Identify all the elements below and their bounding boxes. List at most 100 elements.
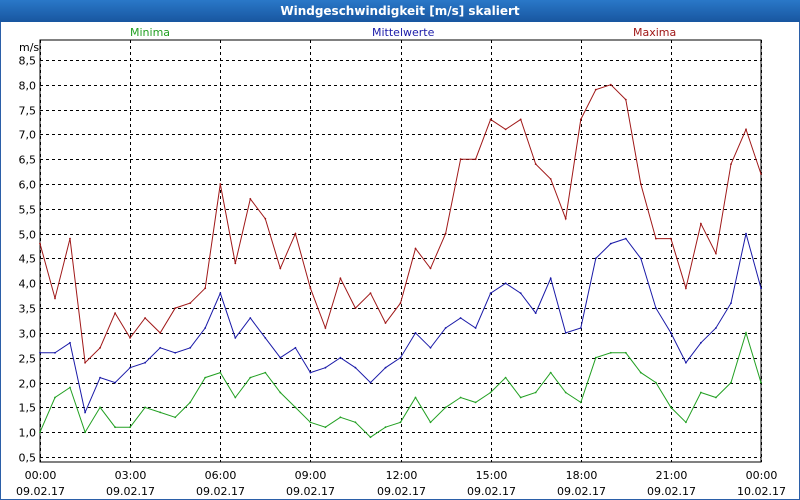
data-point-minima bbox=[114, 426, 116, 429]
y-tick-label: 2,0 bbox=[19, 378, 37, 391]
data-point-mittelwerte bbox=[399, 356, 402, 359]
data-point-minima bbox=[655, 381, 657, 384]
data-point-minima bbox=[264, 371, 267, 374]
data-point-maxima bbox=[189, 302, 192, 304]
data-point-maxima bbox=[54, 297, 56, 300]
x-tick-date: 09.02.17 bbox=[196, 485, 245, 498]
data-point-minima bbox=[549, 371, 552, 374]
y-tick-label: 3,5 bbox=[19, 303, 37, 316]
data-point-maxima bbox=[474, 158, 477, 161]
y-tick-label: 8,5 bbox=[19, 55, 37, 68]
x-tick-time: 21:00 bbox=[656, 469, 688, 482]
data-point-maxima bbox=[294, 232, 297, 235]
data-point-minima bbox=[54, 396, 56, 399]
data-point-minima bbox=[174, 416, 177, 419]
data-point-maxima bbox=[534, 163, 537, 166]
data-point-mittelwerte bbox=[639, 257, 642, 260]
data-point-maxima bbox=[129, 337, 132, 339]
data-point-maxima bbox=[144, 317, 147, 319]
data-point-maxima bbox=[444, 232, 447, 235]
data-point-mittelwerte bbox=[114, 381, 116, 384]
data-point-mittelwerte bbox=[174, 351, 177, 354]
data-point-minima bbox=[399, 421, 402, 424]
x-tick-time: 12:00 bbox=[386, 469, 418, 482]
data-point-minima bbox=[519, 396, 522, 399]
data-point-mittelwerte bbox=[249, 317, 252, 319]
data-point-mittelwerte bbox=[234, 337, 237, 339]
data-point-maxima bbox=[715, 252, 717, 255]
data-point-mittelwerte bbox=[489, 292, 492, 295]
data-point-mittelwerte bbox=[715, 327, 717, 329]
x-tick-time: 09:00 bbox=[295, 469, 327, 482]
data-point-maxima bbox=[594, 88, 597, 91]
data-point-mittelwerte bbox=[549, 277, 552, 280]
y-axis-unit: m/s bbox=[19, 41, 40, 54]
data-point-mittelwerte bbox=[760, 287, 762, 290]
data-point-mittelwerte bbox=[655, 307, 657, 309]
data-point-mittelwerte bbox=[84, 411, 86, 414]
data-point-maxima bbox=[204, 287, 207, 290]
legend-minima: Minima bbox=[130, 26, 171, 39]
data-point-maxima bbox=[234, 262, 237, 265]
data-point-minima bbox=[670, 406, 672, 409]
data-point-mittelwerte bbox=[429, 346, 432, 349]
data-point-minima bbox=[204, 376, 207, 379]
data-point-minima bbox=[219, 371, 222, 374]
data-point-mittelwerte bbox=[159, 346, 162, 349]
x-tick-date: 09.02.17 bbox=[467, 485, 516, 498]
y-tick-label: 4,5 bbox=[19, 253, 37, 266]
data-point-minima bbox=[339, 416, 342, 419]
x-tick-date: 09.02.17 bbox=[377, 485, 426, 498]
legend-maxima: Maxima bbox=[633, 26, 677, 39]
data-point-minima bbox=[354, 421, 357, 424]
data-point-minima bbox=[444, 406, 447, 409]
data-point-maxima bbox=[564, 217, 567, 220]
data-point-mittelwerte bbox=[700, 341, 702, 344]
data-point-minima bbox=[69, 386, 71, 389]
data-point-minima bbox=[159, 411, 162, 414]
data-point-minima bbox=[534, 391, 537, 394]
data-point-maxima bbox=[309, 287, 312, 290]
y-tick-label: 4,0 bbox=[19, 278, 37, 291]
legend-mittelwerte: Mittelwerte bbox=[372, 26, 435, 39]
data-point-maxima bbox=[339, 277, 342, 280]
data-point-minima bbox=[685, 421, 687, 424]
y-tick-label: 7,5 bbox=[19, 105, 37, 118]
data-point-minima bbox=[504, 376, 507, 379]
data-point-maxima bbox=[670, 237, 672, 240]
data-point-maxima bbox=[609, 83, 612, 86]
y-tick-label: 8,0 bbox=[19, 80, 37, 93]
data-point-maxima bbox=[549, 178, 552, 180]
data-point-minima bbox=[279, 391, 282, 394]
data-point-mittelwerte bbox=[685, 361, 687, 364]
data-point-maxima bbox=[745, 128, 747, 131]
x-tick-date: 10.02.17 bbox=[737, 485, 786, 498]
data-point-maxima bbox=[700, 222, 702, 225]
x-tick-date: 09.02.17 bbox=[647, 485, 696, 498]
data-point-maxima bbox=[354, 307, 357, 309]
data-point-mittelwerte bbox=[459, 317, 462, 319]
data-point-minima bbox=[474, 401, 477, 404]
data-point-mittelwerte bbox=[504, 282, 507, 285]
data-point-maxima bbox=[655, 237, 657, 240]
data-point-mittelwerte bbox=[745, 232, 747, 235]
data-point-minima bbox=[234, 396, 237, 399]
chart-title: Windgeschwindigkeit [m/s] skaliert bbox=[0, 0, 800, 22]
data-point-minima bbox=[414, 396, 417, 399]
data-point-mittelwerte bbox=[670, 332, 672, 334]
data-point-mittelwerte bbox=[369, 381, 372, 384]
x-tick-time: 06:00 bbox=[205, 469, 237, 482]
data-point-maxima bbox=[519, 118, 522, 121]
data-point-mittelwerte bbox=[39, 351, 41, 354]
data-point-minima bbox=[369, 436, 372, 439]
data-point-maxima bbox=[264, 217, 267, 220]
data-point-maxima bbox=[174, 307, 177, 309]
x-tick-date: 09.02.17 bbox=[557, 485, 606, 498]
data-point-minima bbox=[129, 426, 132, 429]
data-point-minima bbox=[700, 391, 702, 394]
data-point-maxima bbox=[249, 198, 252, 200]
data-point-minima bbox=[730, 381, 732, 384]
data-point-minima bbox=[609, 351, 612, 354]
data-point-maxima bbox=[99, 346, 101, 349]
